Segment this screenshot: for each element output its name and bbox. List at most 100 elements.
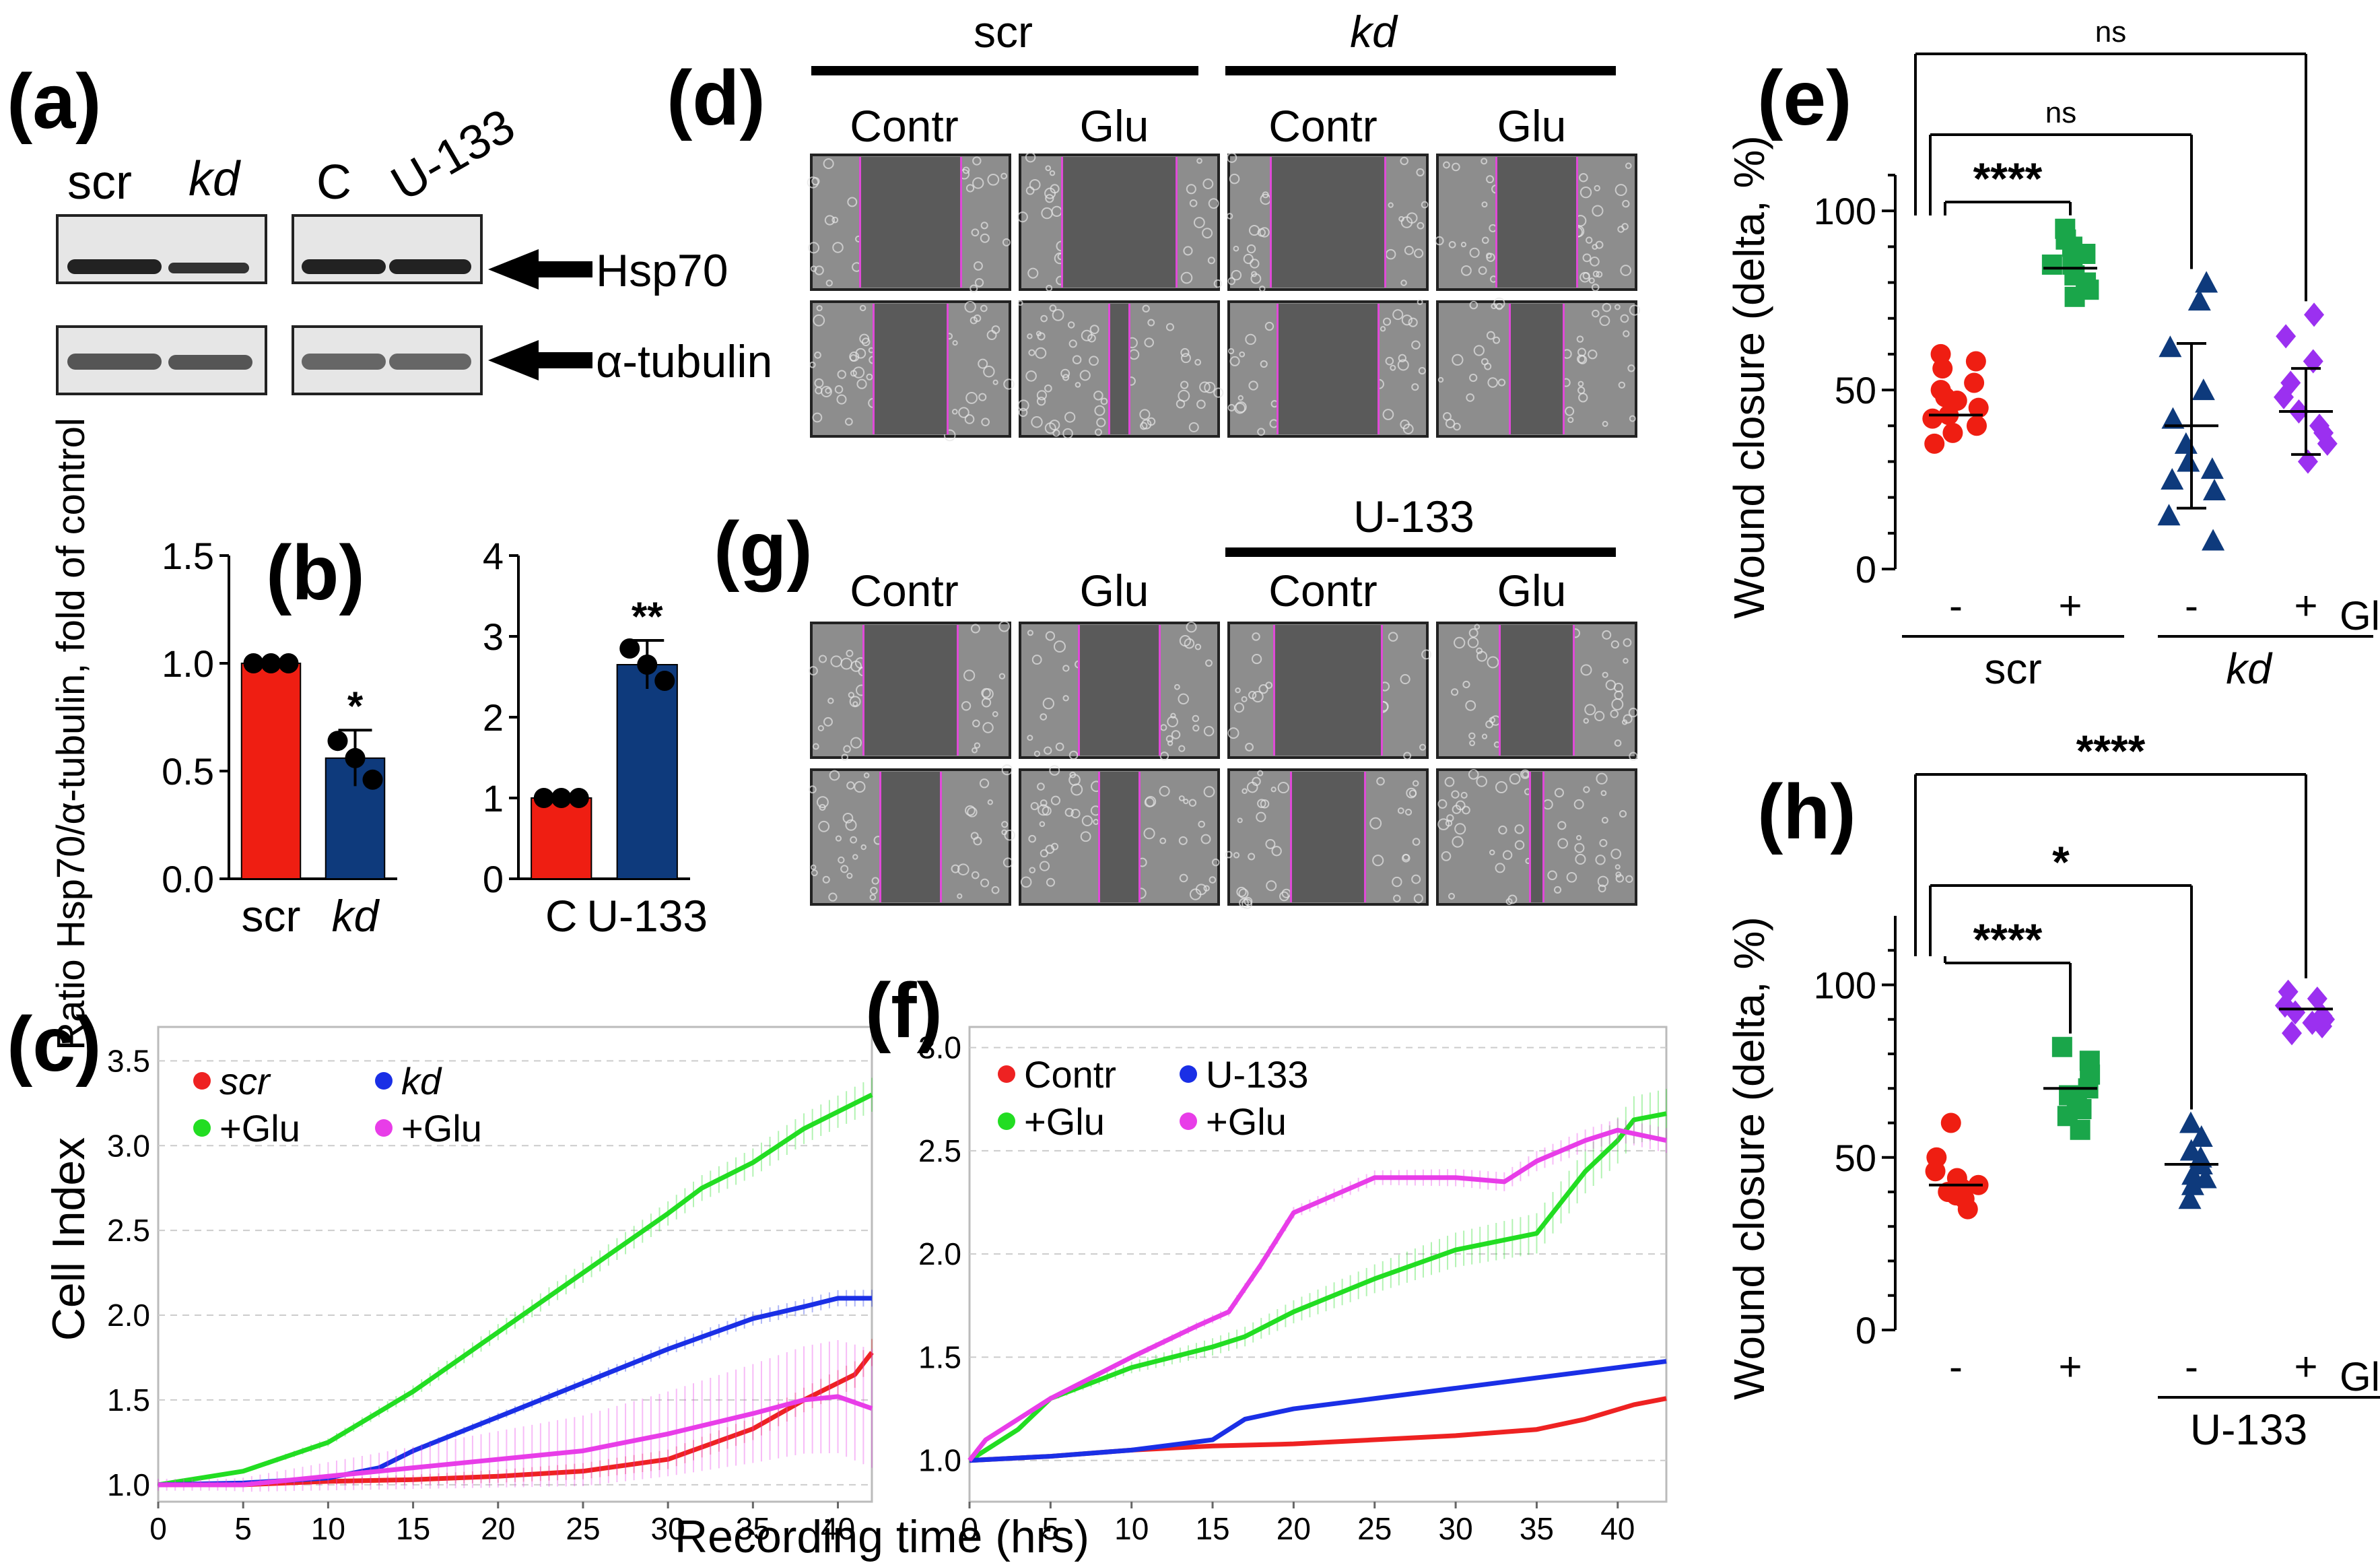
cell-texture <box>1159 837 1167 844</box>
cell-texture <box>1227 277 1235 286</box>
cell-texture <box>1502 850 1513 860</box>
cell-texture <box>1462 805 1470 815</box>
cell-texture <box>846 873 853 879</box>
cell-texture <box>1260 799 1270 809</box>
wound-gap <box>860 157 961 288</box>
micrograph-tile <box>1436 768 1637 906</box>
cell-texture <box>808 785 817 794</box>
cell-texture <box>1509 773 1521 785</box>
cell-texture <box>1192 725 1200 732</box>
cell-texture <box>992 379 998 385</box>
group-label: U-133 <box>2190 1405 2307 1454</box>
cell-texture <box>1614 864 1621 870</box>
cell-texture <box>1188 422 1199 432</box>
cell-texture <box>807 242 820 254</box>
micrograph-tile <box>1435 154 1637 292</box>
cell-texture <box>1623 658 1629 664</box>
cell-texture <box>1397 359 1409 371</box>
cell-texture <box>828 892 838 902</box>
cell-texture <box>957 893 963 899</box>
cell-texture <box>1248 853 1256 861</box>
cell-texture <box>1414 248 1424 259</box>
panel-letter-c: (c) <box>7 1001 102 1088</box>
cell-texture <box>829 770 840 781</box>
legend-marker <box>193 1119 211 1137</box>
cell-texture <box>967 807 978 818</box>
cell-texture <box>1265 838 1276 849</box>
cell-texture <box>1481 201 1488 208</box>
x-tick-label: 10 <box>311 1511 345 1546</box>
cell-texture <box>1629 752 1638 761</box>
cell-texture <box>1193 217 1205 228</box>
series-line-1 <box>968 1111 1667 1463</box>
cell-texture <box>1195 884 1207 896</box>
significance-label: ns <box>2045 96 2076 129</box>
cell-texture <box>1486 253 1492 259</box>
e-ylabel: Wound closure (delta, %) <box>1725 135 1773 618</box>
cell-texture <box>1202 228 1213 239</box>
cell-texture <box>1203 885 1210 892</box>
series-line-3 <box>158 1394 873 1488</box>
cell-texture <box>1412 838 1421 846</box>
cell-texture <box>1060 368 1070 378</box>
x-tick-label: 30 <box>1439 1511 1473 1546</box>
x-category-label: + <box>2058 583 2082 628</box>
wound-gap <box>1499 625 1574 756</box>
band-label-tubulin: α-tubulin <box>596 336 772 387</box>
x-tick-label: 0 <box>961 1511 978 1546</box>
cell-texture <box>1514 824 1524 834</box>
cell-texture <box>1257 770 1264 776</box>
legend-marker <box>1180 1112 1197 1130</box>
data-point <box>2051 1036 2072 1057</box>
cell-texture <box>1049 170 1056 176</box>
cell-texture <box>1460 791 1468 799</box>
y-tick-label: 2.0 <box>107 1298 150 1333</box>
band-label-hsp70: Hsp70 <box>596 245 728 296</box>
data-point <box>2158 335 2182 358</box>
cell-texture <box>1204 381 1216 394</box>
cell-texture <box>1089 356 1099 366</box>
cell-texture <box>1257 428 1266 436</box>
cell-texture <box>978 358 988 369</box>
cell-texture <box>1411 340 1421 349</box>
data-point <box>1922 408 1943 429</box>
cell-texture <box>979 778 990 789</box>
cell-texture <box>1257 799 1266 808</box>
cell-texture <box>1474 624 1481 630</box>
cell-texture <box>1233 702 1244 713</box>
cell-texture <box>1027 333 1033 339</box>
cell-texture <box>812 412 823 423</box>
cell-texture <box>861 337 871 347</box>
micrograph-tile <box>1019 622 1220 761</box>
d-col-contr-1: Contr <box>850 101 958 151</box>
cell-texture <box>1611 698 1624 710</box>
h-ylabel: Wound closure (delta, %) <box>1725 917 1773 1399</box>
lane-label-kd: kd <box>189 152 241 206</box>
cell-texture <box>810 864 817 871</box>
cell-texture <box>1183 798 1189 805</box>
panel-letter-a: (a) <box>7 59 102 145</box>
legend-marker <box>998 1112 1015 1130</box>
wound-gap <box>1099 772 1140 902</box>
cell-texture <box>1200 834 1211 844</box>
y-tick-label: 50 <box>1835 1137 1876 1179</box>
wound-gap <box>1530 772 1544 902</box>
y-tick-label: 100 <box>1814 190 1876 232</box>
cell-texture <box>1598 884 1606 893</box>
data-point <box>2203 479 2226 500</box>
cell-texture <box>1203 725 1215 737</box>
data-point <box>2187 289 2211 311</box>
cell-texture <box>1045 165 1052 172</box>
group-label: kd <box>2226 644 2273 693</box>
cell-texture <box>1040 849 1048 858</box>
cell-texture <box>840 865 849 873</box>
wound-gap <box>1270 157 1386 288</box>
plot-area <box>157 1026 873 1503</box>
cell-texture <box>1211 858 1220 867</box>
cell-texture <box>1481 236 1489 244</box>
cell-texture <box>1207 257 1215 265</box>
legend-marker <box>1180 1065 1197 1083</box>
cell-texture <box>825 279 833 287</box>
d-col-glu-2: Glu <box>1497 101 1567 151</box>
